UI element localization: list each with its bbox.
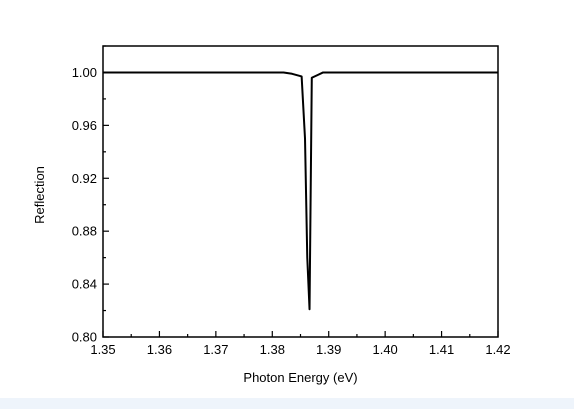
x-axis: 1.35 1.36 1.37 1.38 1.39 1.40 1.41 1.42 [90, 331, 511, 357]
y-tick-label: 0.92 [72, 171, 97, 186]
reflection-series-line [103, 71, 498, 311]
y-tick-label: 0.88 [72, 224, 97, 239]
x-tick-label: 1.39 [316, 342, 341, 357]
y-tick-label: 0.84 [72, 277, 97, 292]
y-axis-label: Reflection [32, 166, 47, 224]
y-axis: 0.80 0.84 0.88 0.92 0.96 1.00 [72, 45, 109, 345]
plot-frame [102, 45, 499, 338]
y-tick-label: 0.80 [72, 330, 97, 345]
series-layer [103, 71, 498, 311]
x-tick-label: 1.40 [372, 342, 397, 357]
bottom-band [0, 398, 574, 409]
y-tick-label: 1.00 [72, 65, 97, 80]
x-tick-label: 1.42 [485, 342, 510, 357]
x-tick-label: 1.37 [203, 342, 228, 357]
x-axis-label: Photon Energy (eV) [243, 370, 357, 385]
y-tick-label: 0.96 [72, 118, 97, 133]
x-tick-label: 1.35 [90, 342, 115, 357]
x-tick-label: 1.36 [147, 342, 172, 357]
x-tick-label: 1.41 [429, 342, 454, 357]
x-tick-label: 1.38 [260, 342, 285, 357]
